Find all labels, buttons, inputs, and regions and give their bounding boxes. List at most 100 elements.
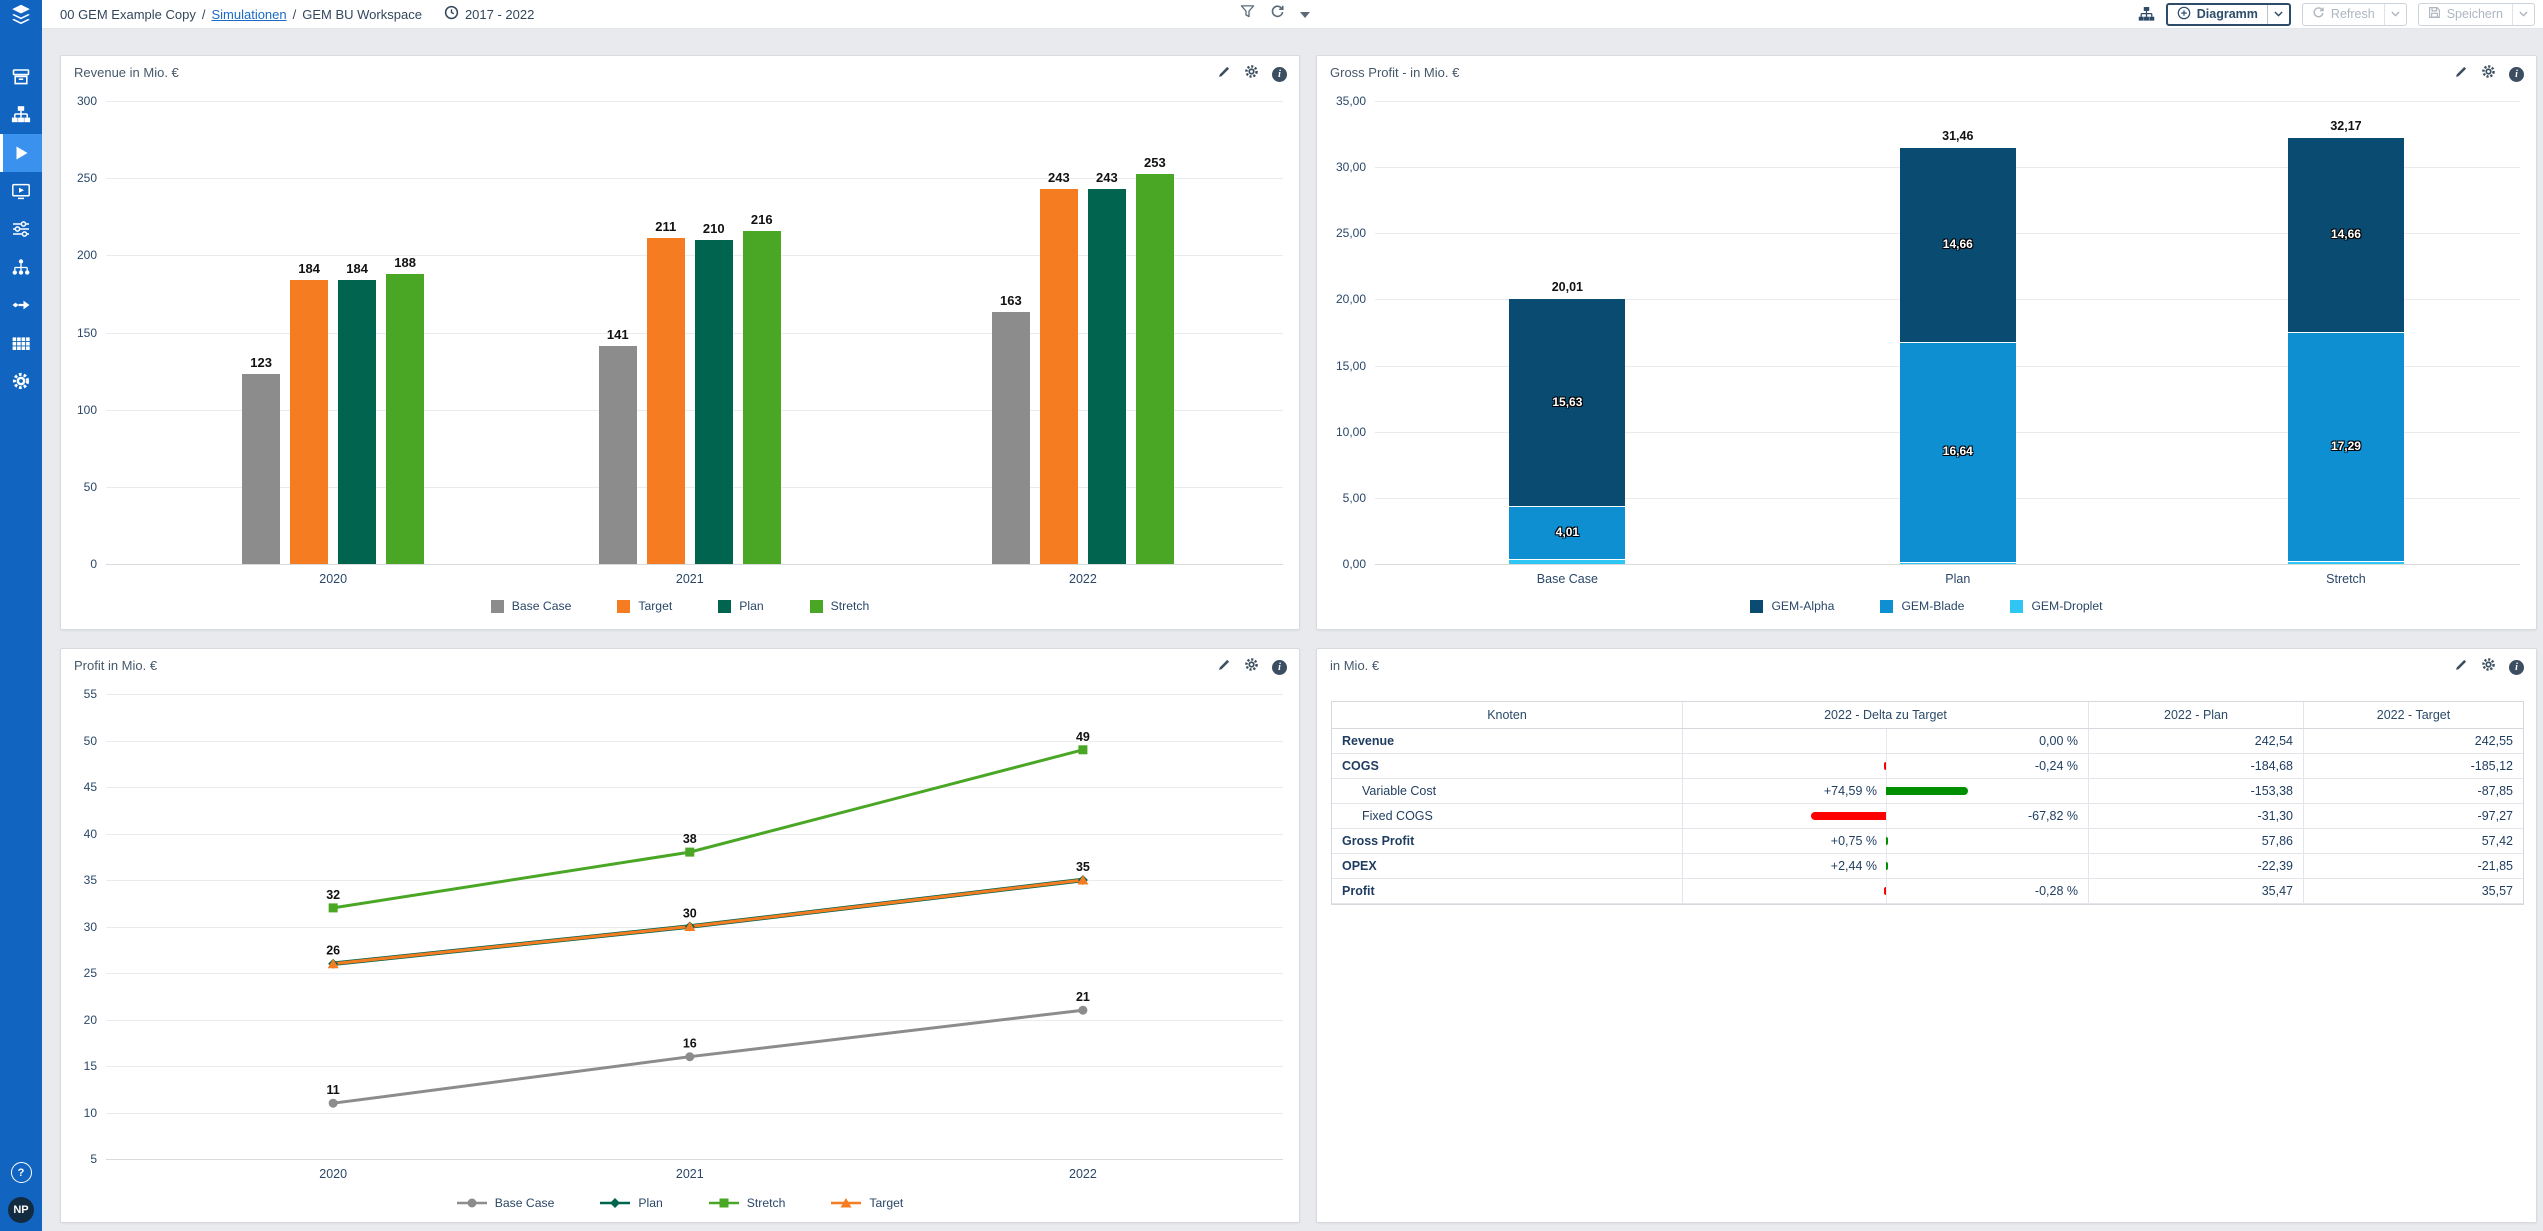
user-avatar[interactable]: NP	[8, 1197, 34, 1223]
line-series-base-case[interactable]	[332, 1008, 1084, 1105]
diagramm-button[interactable]: Diagramm	[2165, 2, 2291, 26]
delta-bar	[1883, 887, 1886, 895]
info-icon[interactable]: i	[1272, 659, 1287, 675]
bar-target-2022[interactable]	[1039, 188, 1078, 564]
speichern-button[interactable]: Speichern	[2417, 2, 2535, 26]
gear-settings-icon[interactable]	[1244, 64, 1259, 84]
stack-segment-gem-droplet-base-case[interactable]	[1509, 559, 1626, 564]
data-point[interactable]	[1078, 1005, 1088, 1015]
sidebar-item-gear[interactable]	[0, 362, 42, 400]
table-row-cogs[interactable]: COGS -0,24 % -184,68 -185,12	[1332, 754, 2523, 779]
legend-item-target[interactable]: Target	[831, 1196, 903, 1210]
target-value: 242,55	[2303, 729, 2523, 753]
data-point[interactable]	[327, 958, 339, 969]
line-series-stretch[interactable]	[332, 748, 1084, 910]
bar-stretch-2021[interactable]	[742, 230, 781, 564]
bar-base-case-2020[interactable]	[242, 374, 281, 564]
bar-target-2020[interactable]	[290, 280, 329, 564]
data-point[interactable]	[610, 1198, 621, 1208]
bar-plan-2020[interactable]	[338, 280, 377, 564]
table-row-fixed-cogs[interactable]: Fixed COGS -67,82 % -31,30 -97,27	[1332, 804, 2523, 829]
sitemap-icon[interactable]	[2138, 6, 2155, 23]
legend-item-plan[interactable]: Plan	[718, 599, 764, 613]
stack-segment-gem-blade-base-case[interactable]	[1509, 506, 1626, 560]
table-row-profit[interactable]: Profit -0,28 % 35,47 35,57	[1332, 879, 2523, 904]
gear-settings-icon[interactable]	[1244, 657, 1259, 677]
data-point[interactable]	[328, 903, 338, 913]
legend-item-gem-droplet[interactable]: GEM-Droplet	[2010, 599, 2103, 613]
sidebar-item-archive[interactable]	[0, 58, 42, 96]
pencil-edit-icon[interactable]	[2454, 65, 2468, 84]
legend-item-plan[interactable]: Plan	[600, 1196, 663, 1210]
gear-settings-icon[interactable]	[2481, 657, 2496, 677]
data-point[interactable]	[467, 1198, 477, 1208]
data-point[interactable]	[1077, 875, 1089, 885]
gear-settings-icon[interactable]	[2481, 64, 2496, 84]
data-point[interactable]	[684, 921, 696, 932]
stack-segment-gem-alpha-stretch[interactable]	[2287, 138, 2404, 333]
pencil-edit-icon[interactable]	[1217, 65, 1231, 84]
data-point[interactable]	[685, 847, 695, 857]
breadcrumb-root[interactable]: 00 GEM Example Copy	[60, 6, 196, 22]
bar-stretch-2022[interactable]	[1135, 173, 1174, 564]
legend-label: Stretch	[830, 599, 870, 613]
info-icon[interactable]: i	[2509, 659, 2524, 675]
table-row-opex[interactable]: OPEX +2,44 % -22,39 -21,85	[1332, 854, 2523, 879]
panel-title: Profit in Mio. €	[74, 658, 158, 673]
panel-profit-chart: Profit in Mio. € i 5 10 15 20 25 30 35 40 45 50 55…	[60, 648, 1300, 1223]
stack-segment-gem-droplet-stretch[interactable]	[2287, 561, 2404, 564]
breadcrumb-separator: /	[201, 6, 206, 22]
info-icon[interactable]: i	[2509, 66, 2524, 82]
point-value-label: 21	[1076, 990, 1090, 1004]
table-row-gross-profit[interactable]: Gross Profit +0,75 % 57,86 57,42	[1332, 829, 2523, 854]
chevron-down-icon[interactable]	[2512, 3, 2534, 25]
bar-stretch-2020[interactable]	[386, 273, 425, 564]
delta-cell: +2,44 %	[1682, 854, 2088, 878]
data-point[interactable]	[1078, 745, 1088, 755]
sidebar-item-sliders[interactable]	[0, 210, 42, 248]
stack-segment-gem-blade-stretch[interactable]	[2287, 332, 2404, 562]
legend-item-stretch[interactable]: Stretch	[708, 1196, 785, 1210]
bar-base-case-2021[interactable]	[598, 346, 637, 564]
sidebar-item-play[interactable]	[0, 134, 42, 172]
bar-base-case-2022[interactable]	[991, 312, 1030, 564]
bar-plan-2021[interactable]	[694, 239, 733, 564]
data-point[interactable]	[840, 1198, 852, 1208]
stack-segment-gem-droplet-plan[interactable]	[1899, 561, 2016, 564]
data-point[interactable]	[685, 1052, 695, 1062]
table-row-variable-cost[interactable]: Variable Cost +74,59 % -153,38 -87,85	[1332, 779, 2523, 804]
stack-segment-gem-alpha-base-case[interactable]	[1509, 299, 1626, 507]
legend-item-target[interactable]: Target	[617, 599, 672, 613]
legend-label: GEM-Alpha	[1771, 599, 1835, 613]
legend-item-gem-alpha[interactable]: GEM-Alpha	[1750, 599, 1834, 613]
data-point[interactable]	[719, 1198, 729, 1208]
filter-funnel-icon[interactable]	[1240, 4, 1255, 24]
legend-item-gem-blade[interactable]: GEM-Blade	[1880, 599, 1964, 613]
refresh-button[interactable]: Refresh	[2301, 2, 2407, 26]
sidebar-item-screen-play[interactable]	[0, 172, 42, 210]
pencil-edit-icon[interactable]	[1217, 658, 1231, 677]
info-icon[interactable]: i	[1272, 66, 1287, 82]
stack-segment-gem-alpha-plan[interactable]	[1899, 147, 2016, 342]
line-series-target[interactable]	[333, 878, 1084, 966]
legend-item-stretch[interactable]: Stretch	[809, 599, 870, 613]
sidebar-item-nodes[interactable]	[0, 248, 42, 286]
stack-segment-gem-blade-plan[interactable]	[1899, 341, 2016, 562]
chevron-down-icon[interactable]	[2383, 3, 2406, 25]
sidebar-item-double-arrow[interactable]	[0, 286, 42, 324]
data-point[interactable]	[328, 1098, 338, 1108]
breadcrumb-link-simulationen[interactable]: Simulationen	[211, 6, 287, 22]
help-button[interactable]: ?	[10, 1162, 32, 1183]
caret-down-icon[interactable]	[1300, 5, 1310, 23]
chevron-down-icon[interactable]	[2266, 4, 2289, 24]
sidebar-item-grid[interactable]	[0, 324, 42, 362]
legend-item-base-case[interactable]: Base Case	[456, 1196, 554, 1210]
legend-item-base-case[interactable]: Base Case	[490, 599, 571, 613]
sidebar-item-sitemap[interactable]	[0, 96, 42, 134]
bar-plan-2022[interactable]	[1087, 188, 1126, 564]
refresh-icon[interactable]	[1270, 4, 1285, 24]
pencil-edit-icon[interactable]	[2454, 658, 2468, 677]
app-logo-layers-icon[interactable]	[0, 0, 42, 28]
table-row-revenue[interactable]: Revenue 0,00 % 242,54 242,55	[1332, 729, 2523, 754]
bar-target-2021[interactable]	[646, 238, 685, 564]
